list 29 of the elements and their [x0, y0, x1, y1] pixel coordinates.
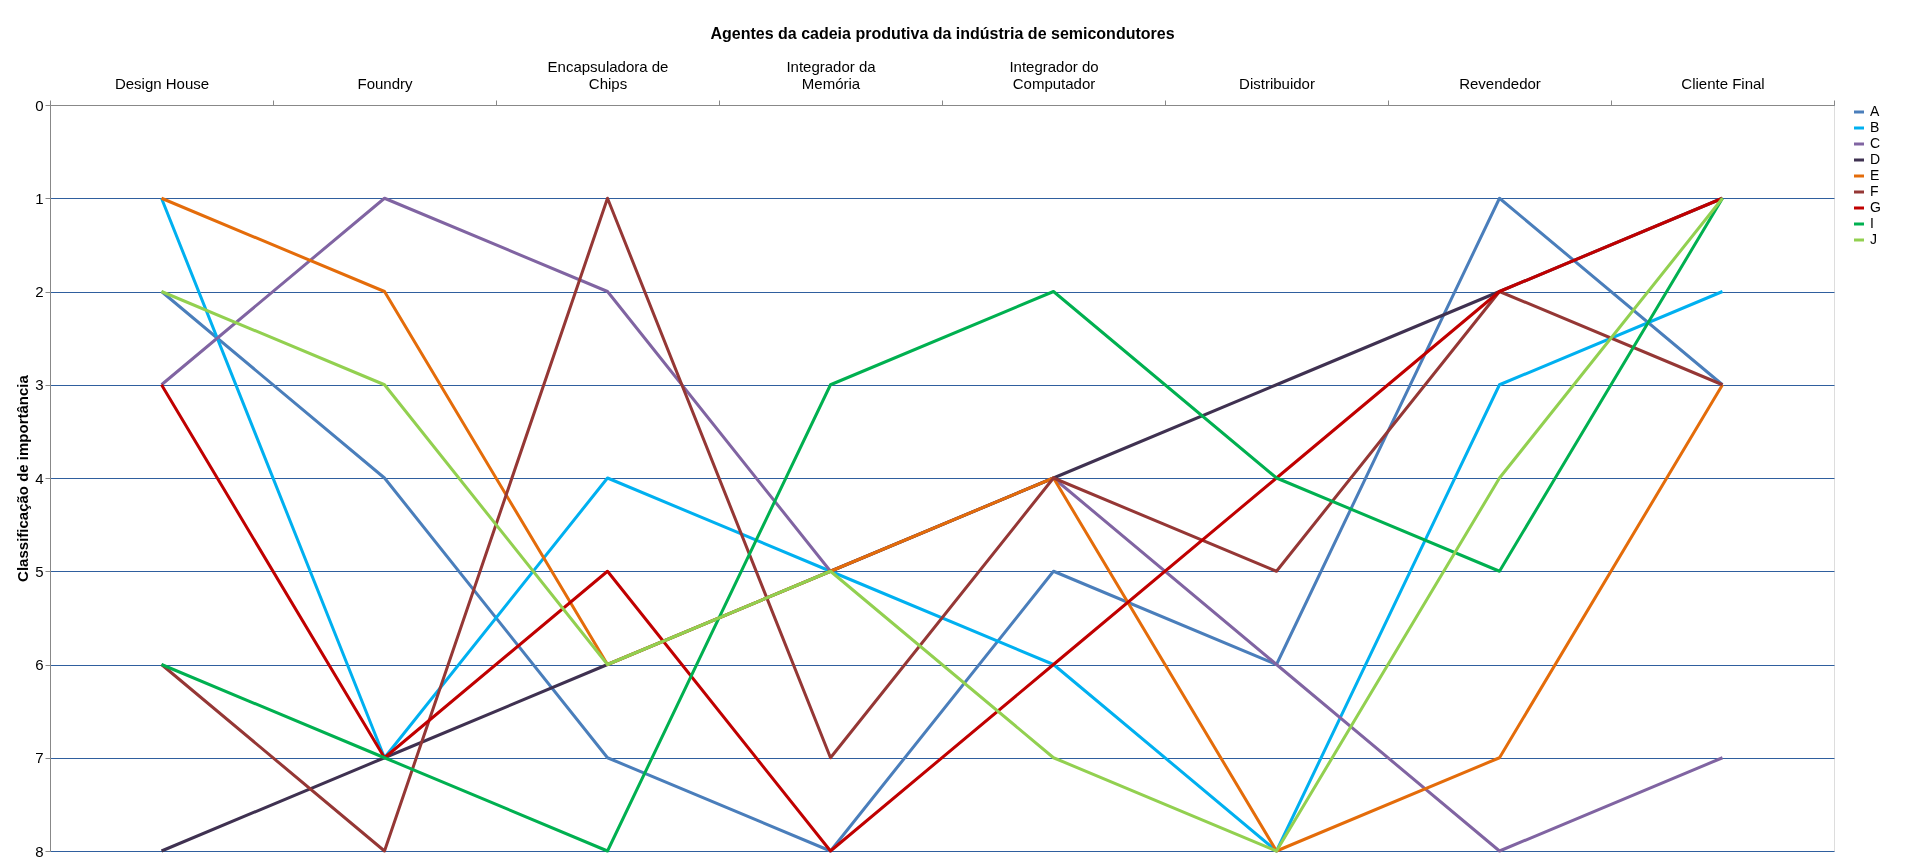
y-tick-label: 7: [35, 749, 44, 767]
x-tick-label: Encapsuladora de Chips: [547, 57, 669, 92]
y-tick-label: 8: [35, 842, 44, 860]
legend-label: G: [1870, 199, 1881, 215]
x-tick-label: Foundry: [357, 74, 414, 92]
legend-label: E: [1870, 167, 1880, 183]
x-tick-label: Design House: [114, 74, 210, 92]
y-tick-label: 4: [35, 469, 44, 487]
x-tick-label: Integrador do Computador: [1009, 57, 1099, 92]
legend-label: B: [1870, 119, 1880, 135]
y-tick-label: 0: [35, 96, 44, 114]
legend-label: C: [1870, 135, 1881, 151]
legend-label: I: [1870, 215, 1874, 231]
x-tick-label: Integrador da Memória: [786, 57, 877, 92]
legend-label: J: [1870, 231, 1877, 247]
y-axis-title: Classificação de importância: [14, 374, 32, 582]
legend-label: F: [1870, 183, 1879, 199]
y-tick-label: 3: [35, 376, 44, 394]
y-tick-label: 2: [35, 283, 44, 300]
y-tick-label: 1: [35, 189, 44, 207]
legend-label: A: [1870, 103, 1880, 119]
legend-label: D: [1870, 151, 1881, 167]
x-tick-label: Revendedor: [1459, 74, 1541, 92]
x-axis-title: Agentes da cadeia produtiva da indústria de semicondutores: [710, 24, 1175, 42]
line-series: [160, 196, 1724, 853]
y-tick-label: 5: [35, 562, 44, 580]
y-tick-label: 6: [35, 656, 44, 673]
x-tick-label: Cliente Final: [1681, 74, 1765, 92]
x-tick-label: Distribuidor: [1239, 74, 1315, 92]
